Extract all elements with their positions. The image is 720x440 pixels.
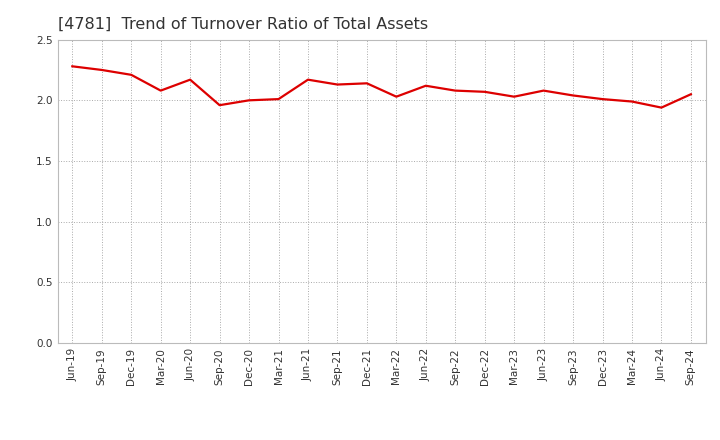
- Text: [4781]  Trend of Turnover Ratio of Total Assets: [4781] Trend of Turnover Ratio of Total …: [58, 16, 428, 32]
